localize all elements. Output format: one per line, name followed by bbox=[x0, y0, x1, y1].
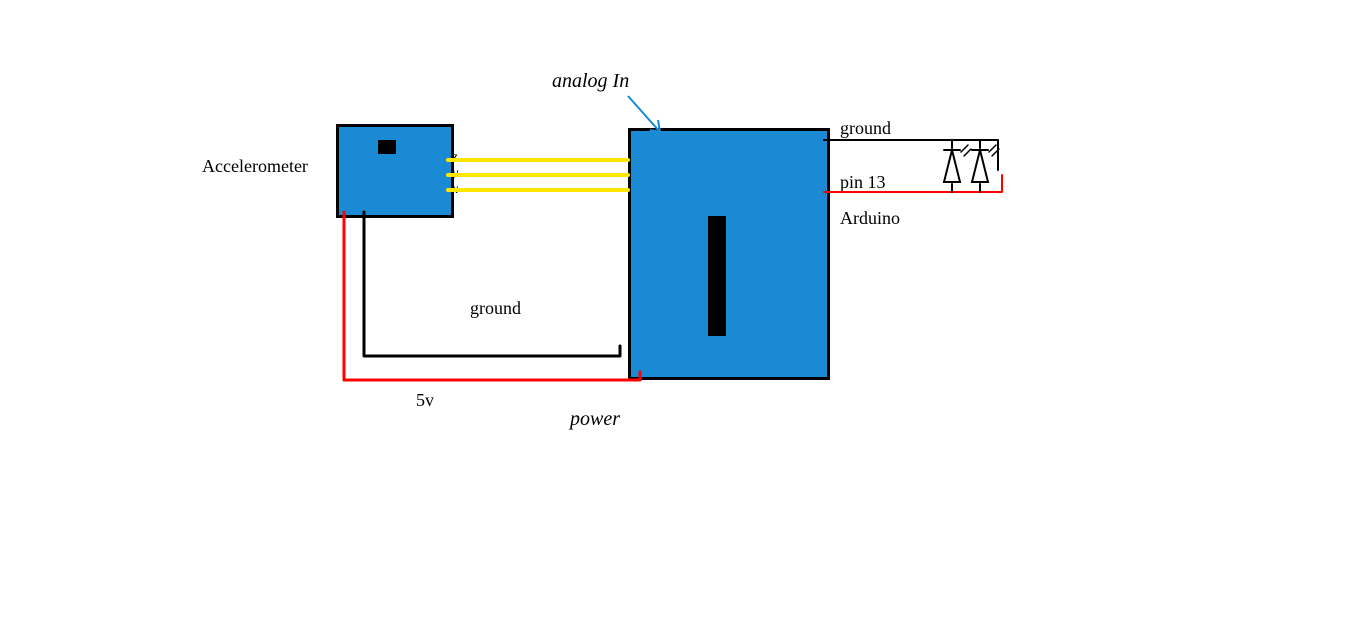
arduino-inner-rect bbox=[708, 216, 726, 336]
analog-in-handwriting: analog In bbox=[552, 70, 629, 93]
ground-mid-label: ground bbox=[470, 298, 521, 319]
pin13-label: pin 13 bbox=[840, 172, 886, 193]
arduino-block bbox=[628, 128, 830, 380]
power-handwriting: power bbox=[570, 408, 620, 431]
axis-x-label: x bbox=[452, 182, 458, 198]
arduino-label: Arduino bbox=[840, 208, 900, 229]
five-v-label: 5v bbox=[416, 390, 434, 411]
accelerometer-label: Accelerometer bbox=[202, 156, 308, 177]
axis-y-label: y bbox=[452, 166, 458, 182]
accelerometer-inner-rect bbox=[378, 140, 396, 154]
accelerometer-block bbox=[336, 124, 454, 218]
axis-z-label: z bbox=[452, 150, 457, 166]
ground-top-label: ground bbox=[840, 118, 891, 139]
